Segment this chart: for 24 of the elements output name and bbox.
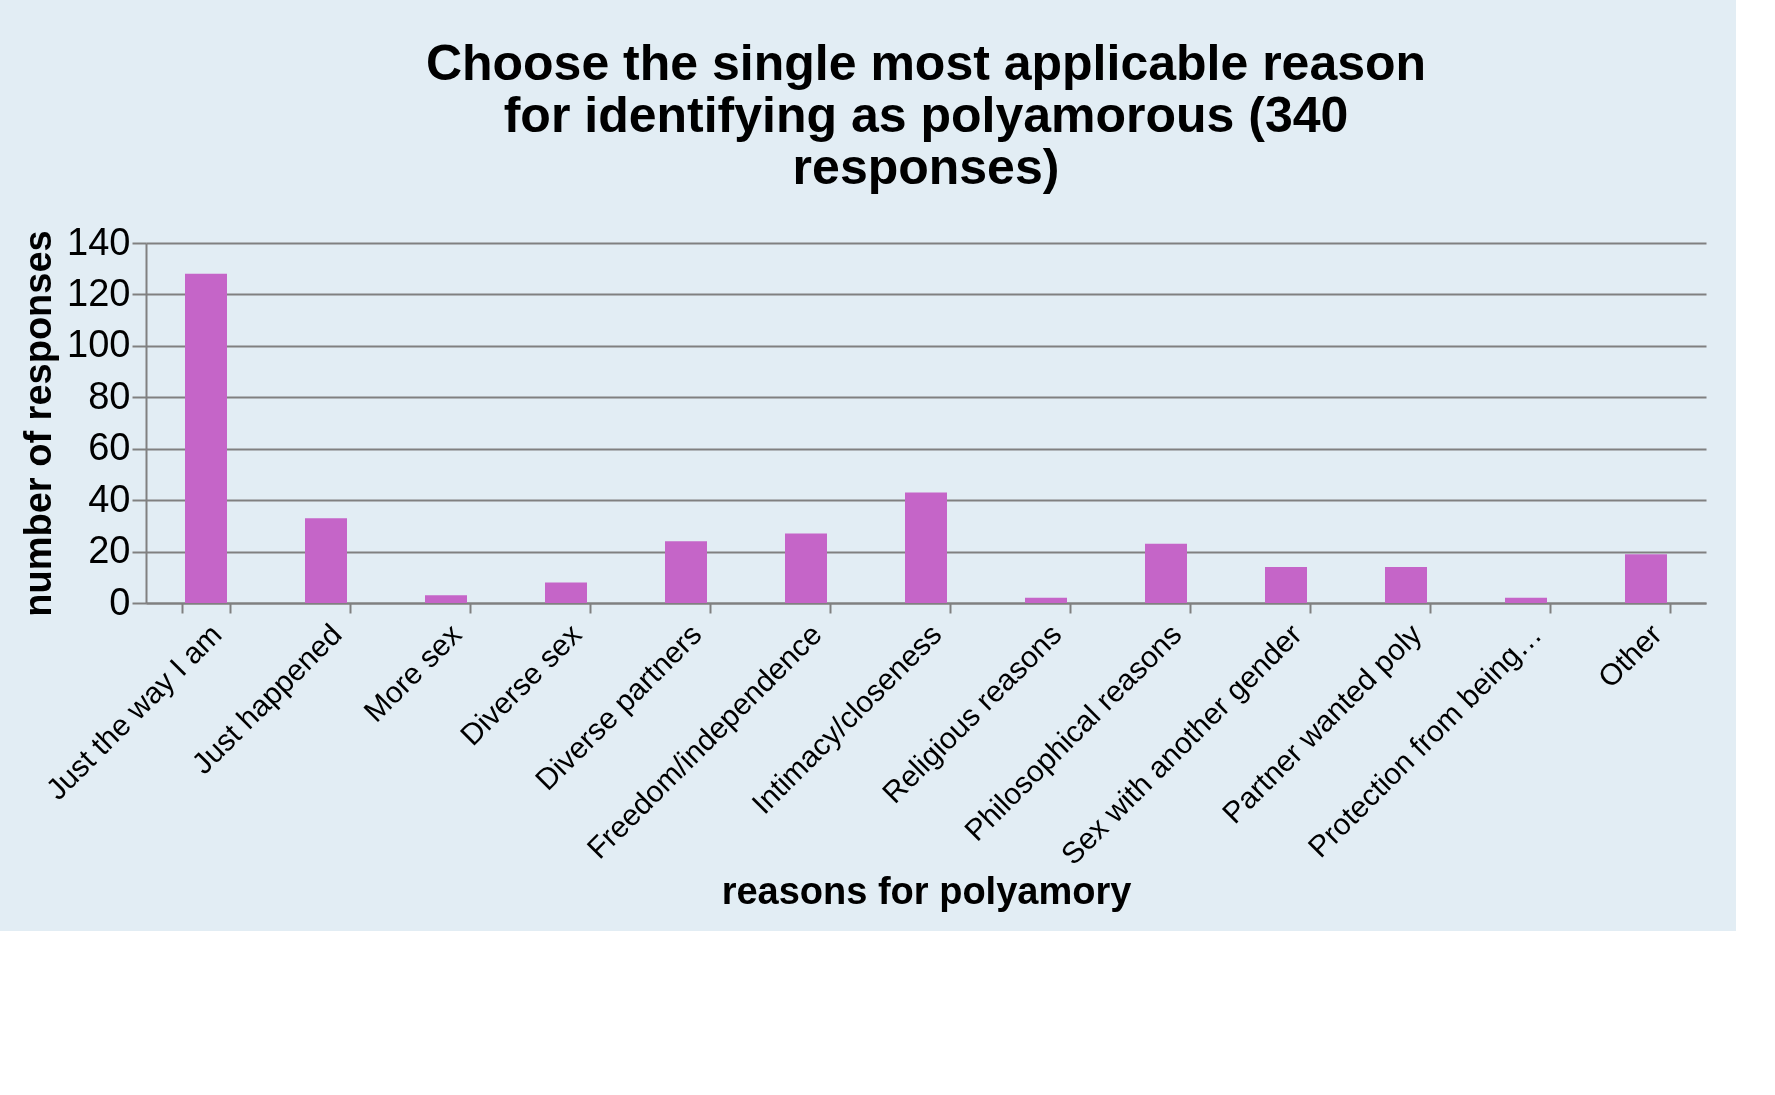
y-tick-label: 40 [88, 477, 131, 520]
bar [545, 582, 587, 603]
bar [665, 541, 707, 603]
bar [1025, 597, 1067, 603]
y-tick-label: 20 [88, 529, 131, 572]
bar [1625, 554, 1667, 603]
y-tick-label: 100 [67, 323, 131, 366]
y-tick-label: 120 [67, 271, 131, 314]
bar [305, 518, 347, 603]
bar [425, 595, 467, 603]
bar [1505, 597, 1547, 603]
y-tick-label: 80 [88, 374, 131, 417]
y-tick-label: 140 [67, 220, 131, 263]
y-tick-label: 0 [109, 580, 131, 623]
bar [185, 273, 227, 603]
bar [1385, 567, 1427, 603]
text: Choose the single most applicable reason [425, 35, 1427, 91]
bar [905, 492, 947, 603]
y-axis-title: number of responses [17, 230, 60, 617]
bar [785, 533, 827, 603]
bar [1265, 567, 1307, 603]
y-tick-label: 60 [88, 426, 131, 469]
x-axis-title: reasons for polyamory [721, 869, 1132, 912]
bar [1145, 543, 1187, 603]
